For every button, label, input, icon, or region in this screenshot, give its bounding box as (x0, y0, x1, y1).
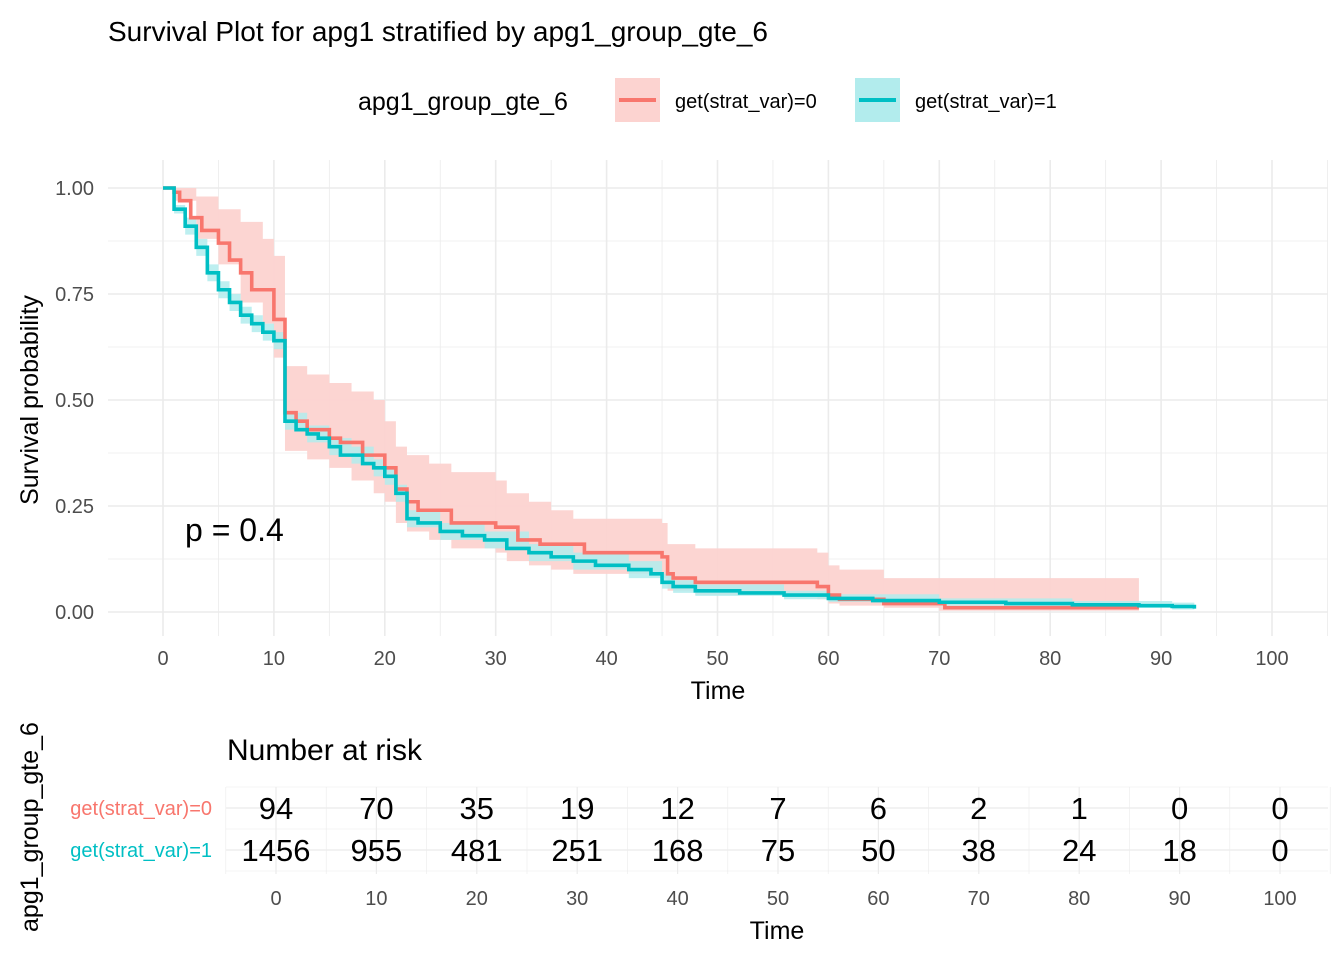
survival-x-tick-50: 50 (706, 648, 728, 670)
survival-x-tick-70: 70 (928, 648, 950, 670)
survival-x-tick-90: 90 (1150, 648, 1172, 670)
survival-x-tick-100: 100 (1255, 648, 1288, 670)
survival-y-tick-0.00: 0.00 (55, 602, 94, 624)
legend: apg1_group_gte_6 get(strat_var)=0 get(st… (358, 78, 1057, 122)
risk-x-tick-30: 30 (566, 888, 588, 910)
survival-x-tick-60: 60 (817, 648, 839, 670)
survival-x-ticks: 0 10 20 30 40 50 60 70 80 90 100 (157, 648, 1288, 670)
risk-cell-1-0: 1456 (242, 833, 311, 868)
legend-label-1: get(strat_var)=1 (915, 91, 1057, 113)
survival-x-tick-10: 10 (263, 648, 285, 670)
risk-cell-0-6: 6 (870, 791, 887, 826)
survival-plot-panel: 0 10 20 30 40 50 60 70 80 90 100 0.00 0.25 0.50 0.75 1… (16, 160, 1328, 705)
risk-cell-0-3: 19 (560, 791, 594, 826)
risk-cell-0-5: 7 (769, 791, 786, 826)
risk-x-tick-10: 10 (365, 888, 387, 910)
survival-y-ticks: 0.00 0.25 0.50 0.75 1.00 (55, 178, 94, 624)
risk-table-x-axis-label: Time (750, 917, 805, 945)
risk-cell-0-7: 2 (970, 791, 987, 826)
survival-x-axis-label: Time (691, 677, 746, 705)
risk-table-row-labels: get(strat_var)=0 get(strat_var)=1 (70, 798, 212, 862)
survival-y-axis-label: Survival probability (16, 295, 44, 505)
risk-cell-1-3: 251 (551, 833, 603, 868)
survival-curves (163, 186, 1197, 610)
legend-item-0: get(strat_var)=0 (615, 78, 817, 122)
legend-item-1: get(strat_var)=1 (855, 78, 1057, 122)
risk-table-panel: Number at risk get(strat_var)=0get(strat… (16, 722, 1331, 945)
risk-cell-0-9: 0 (1171, 791, 1188, 826)
risk-cell-0-1: 70 (359, 791, 393, 826)
risk-cell-1-8: 24 (1062, 833, 1096, 868)
risk-cell-0-10: 0 (1271, 791, 1288, 826)
risk-cell-1-5: 75 (761, 833, 795, 868)
survival-y-tick-0.50: 0.50 (55, 390, 94, 412)
risk-x-tick-80: 80 (1068, 888, 1090, 910)
survival-grid (108, 160, 1328, 636)
risk-cell-0-0: 94 (259, 791, 293, 826)
risk-x-tick-20: 20 (466, 888, 488, 910)
survival-x-tick-0: 0 (157, 648, 168, 670)
survival-x-tick-40: 40 (595, 648, 617, 670)
risk-table-y-axis-label: apg1_group_gte_6 (16, 722, 44, 932)
legend-label-0: get(strat_var)=0 (675, 91, 817, 113)
risk-table-grid (225, 786, 1331, 874)
legend-title: apg1_group_gte_6 (358, 88, 568, 116)
risk-x-tick-70: 70 (968, 888, 990, 910)
survival-x-tick-20: 20 (374, 648, 396, 670)
risk-cell-1-2: 481 (451, 833, 503, 868)
survival-y-tick-0.25: 0.25 (55, 496, 94, 518)
risk-cell-0-8: 1 (1071, 791, 1088, 826)
risk-row-label-1: get(strat_var)=1 (70, 840, 212, 862)
risk-x-tick-90: 90 (1168, 888, 1190, 910)
risk-row-label-0: get(strat_var)=0 (70, 798, 212, 820)
survival-y-tick-0.75: 0.75 (55, 284, 94, 306)
survival-x-tick-80: 80 (1039, 648, 1061, 670)
risk-x-tick-40: 40 (666, 888, 688, 910)
survival-x-tick-30: 30 (485, 648, 507, 670)
chart-title: Survival Plot for apg1 stratified by apg… (108, 16, 768, 47)
p-value-annotation: p = 0.4 (185, 512, 284, 548)
risk-table-title: Number at risk (227, 734, 423, 767)
risk-x-tick-60: 60 (867, 888, 889, 910)
risk-cell-0-2: 35 (460, 791, 494, 826)
risk-x-tick-100: 100 (1263, 888, 1296, 910)
survival-curve-1 (163, 186, 1197, 609)
risk-cell-0-4: 12 (660, 791, 694, 826)
risk-table-cells: 94 70 35 19 12 7 6 2 1 0 0 1456 955 481 251 168 75 50 38 24… (242, 791, 1289, 868)
risk-x-tick-50: 50 (767, 888, 789, 910)
risk-cell-1-1: 955 (351, 833, 403, 868)
risk-table-x-ticks: 0 10 20 30 40 50 60 70 80 90 100 (270, 888, 1296, 910)
survival-y-tick-1.00: 1.00 (55, 178, 94, 200)
risk-cell-1-7: 38 (962, 833, 996, 868)
risk-cell-1-4: 168 (652, 833, 704, 868)
risk-cell-1-6: 50 (861, 833, 895, 868)
risk-cell-1-10: 0 (1271, 833, 1288, 868)
risk-cell-1-9: 18 (1162, 833, 1196, 868)
risk-x-tick-0: 0 (270, 888, 281, 910)
